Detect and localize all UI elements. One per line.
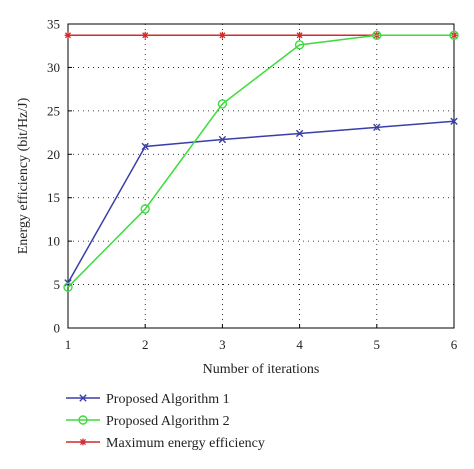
- data-point-algorithm-1: [450, 117, 458, 125]
- legend-marker-maximum: [79, 438, 87, 446]
- data-point-maximum: [64, 31, 72, 39]
- y-tick-label: 25: [47, 103, 60, 118]
- grid-lines: [68, 24, 454, 328]
- legend-label-algorithm-2: Proposed Algorithm 2: [106, 414, 230, 429]
- data-point-algorithm-2: [449, 30, 459, 40]
- legend: Proposed Algorithm 1 Proposed Algorithm …: [66, 392, 265, 451]
- y-tick-label: 0: [54, 321, 61, 336]
- data-point-algorithm-1: [373, 123, 381, 132]
- series-line-algorithm-2: [67, 34, 454, 288]
- legend-marker-algorithm-1: [79, 394, 87, 402]
- y-tick-label: 35: [47, 17, 60, 32]
- data-point-algorithm-1: [141, 142, 149, 151]
- data-point-algorithm-2: [372, 30, 382, 40]
- y-tick-label: 5: [54, 277, 61, 292]
- data-point-algorithm-2: [294, 40, 305, 50]
- data-point-algorithm-2: [217, 99, 228, 109]
- x-tick-label: 6: [451, 337, 458, 352]
- axis-ticks: 1 2 3 4 5 6 0 5 10 15 20 25 30 35: [47, 17, 458, 353]
- data-point-maximum: [296, 31, 303, 39]
- data-point-algorithm-1: [295, 129, 304, 138]
- y-tick-label: 15: [47, 190, 60, 205]
- x-tick-label: 3: [219, 337, 226, 352]
- legend-marker-symbol: [79, 438, 87, 446]
- series-line-algorithm-1: [67, 120, 455, 284]
- legend-label-maximum: Maximum energy efficiency: [106, 436, 265, 451]
- legend-label-algorithm-1: Proposed Algorithm 1: [106, 392, 230, 407]
- plot-frame: [67, 23, 455, 329]
- data-point-algorithm-2: [140, 204, 150, 214]
- y-axis-title: Energy efficiency (bit/Hz/J): [16, 97, 31, 254]
- legend-item-algorithm-2: Proposed Algorithm 2: [66, 414, 230, 429]
- data-point-maximum: [219, 31, 226, 39]
- data-point-maximum: [141, 31, 149, 39]
- x-tick-label: 4: [296, 337, 303, 352]
- y-tick-label: 30: [47, 60, 60, 75]
- y-tick-label: 10: [47, 234, 60, 249]
- y-tick-label: 20: [47, 147, 60, 162]
- x-axis-title: Number of iterations: [203, 362, 320, 377]
- series-layer: [63, 30, 459, 292]
- x-tick-label: 2: [142, 337, 149, 352]
- legend-marker-algorithm-2: [78, 415, 88, 425]
- legend-marker-symbol: [78, 415, 88, 425]
- data-point-algorithm-2: [63, 282, 73, 292]
- data-point-algorithm-1: [218, 135, 227, 144]
- legend-item-algorithm-1: Proposed Algorithm 1: [66, 392, 230, 407]
- x-tick-label: 1: [65, 337, 72, 352]
- legend-marker-symbol: [79, 394, 87, 402]
- x-tick-label: 5: [374, 337, 381, 352]
- legend-item-maximum: Maximum energy efficiency: [66, 436, 265, 451]
